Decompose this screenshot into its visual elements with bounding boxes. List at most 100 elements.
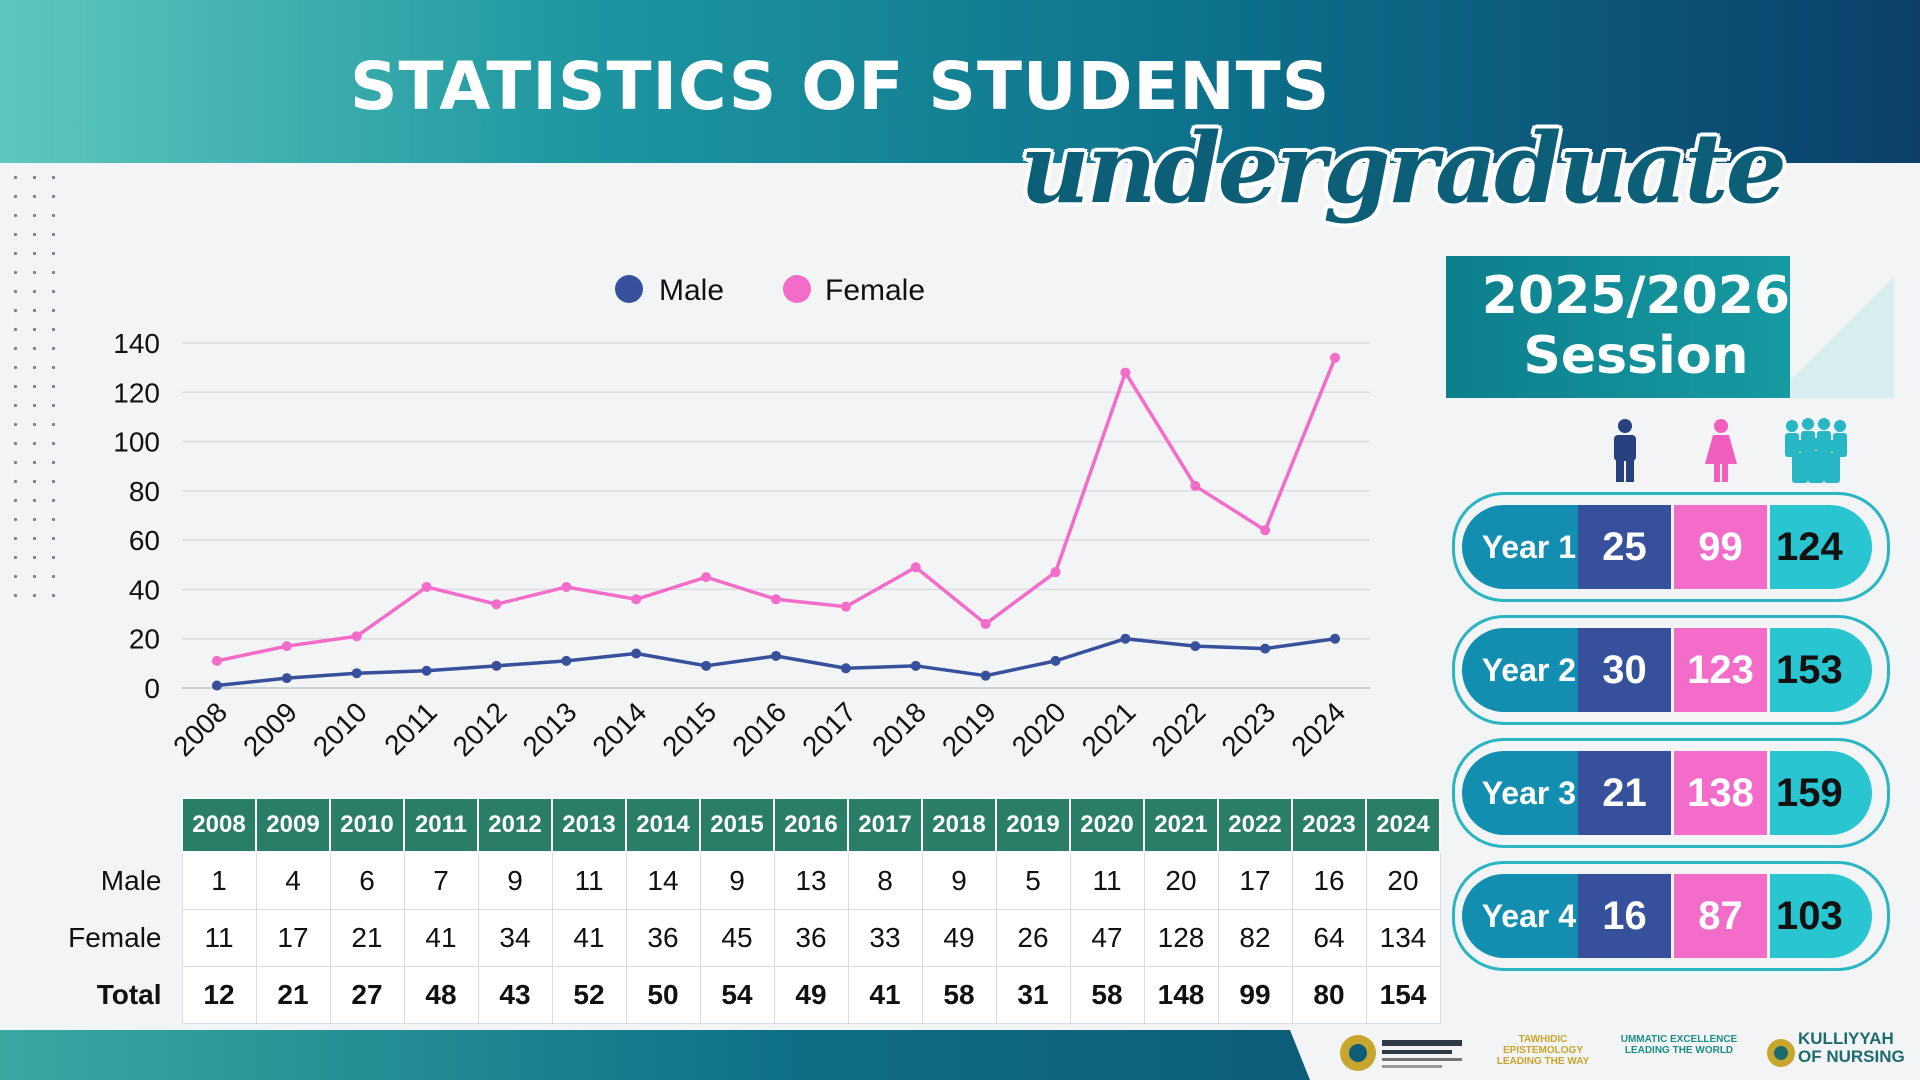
footer-logos: TAWHIDIC EPISTEMOLOGY LEADING THE WAY UM… [1336,1026,1916,1080]
page-subtitle: undergraduate [1020,112,1787,225]
tagline-2-line-1: UMMATIC EXCELLENCE [1620,1034,1738,1045]
male-point [351,668,362,679]
page-title: STATISTICS OF STUDENTS [350,48,1331,125]
session-male-count: 30 [1578,628,1671,712]
table-year-header: 2011 [403,797,479,853]
female-point [910,562,921,573]
session-female-count: 138 [1674,751,1767,835]
table-cell: 5 [995,851,1071,910]
female-point [1330,352,1341,363]
session-male-count: 16 [1578,874,1671,958]
male-point [211,680,222,691]
table-cell: 82 [1217,909,1293,967]
x-tick-label: 2018 [866,696,932,762]
table-year-header: 2014 [625,797,701,853]
session-row-label: Year 4 [1462,874,1590,958]
table-cell: 9 [921,851,997,910]
table-cell: 49 [921,909,997,967]
tagline-1-line-2: LEADING THE WAY [1496,1056,1590,1067]
brand-line-1: KULLIYYAH [1798,1029,1894,1048]
footer-tagline-1: TAWHIDIC EPISTEMOLOGY LEADING THE WAY [1478,1034,1608,1067]
female-point [421,581,432,592]
session-female-count: 99 [1674,505,1767,589]
table-year-header: 2021 [1143,797,1219,853]
tagline-2-line-2: LEADING THE WORLD [1624,1045,1734,1056]
x-tick-label: 2008 [167,696,233,762]
legend-marker [783,275,811,303]
male-point [281,673,292,684]
x-tick-label: 2016 [726,696,792,762]
session-female-count: 87 [1674,874,1767,958]
male-point [980,670,991,681]
table-cell: 9 [477,851,553,910]
table-year-header: 2018 [921,797,997,853]
female-point [840,601,851,612]
table-row: Female 11 17 21 41 34 41 36 45 36 33 49 26 47 128 82 64 1… [45,909,1441,967]
table-year-header: 2012 [477,797,553,853]
male-point [771,650,781,661]
x-tick-label: 2021 [1076,696,1142,762]
table-year-header: 2013 [551,797,627,853]
table-cell: 11 [1069,851,1145,910]
table-cell: 7 [403,851,479,910]
table-cell: 54 [699,966,775,1024]
kulliyyah-brand: KULLIYYAH OF NURSING [1798,1030,1905,1066]
male-series-line [216,636,1336,688]
table-cell: 58 [1069,966,1145,1024]
y-tick-label: 60 [129,525,160,556]
dot-pattern [6,168,64,598]
table-cell: 36 [773,909,849,967]
table-cell: 9 [699,851,775,910]
table-row-label: Female [68,922,162,953]
male-point [491,660,502,671]
session-total-count: 103 [1770,874,1872,958]
table-cell: 31 [995,966,1071,1024]
table-cell: 11 [181,909,257,967]
session-year: 2025/2026 [1481,266,1791,326]
table-cell: 17 [255,909,331,967]
table-year-header: 2022 [1217,797,1293,853]
x-tick-label: 2014 [587,696,653,762]
table-year-header: 2015 [699,797,775,853]
female-point [1190,480,1201,491]
table-cell: 8 [847,851,923,910]
x-tick-label: 2019 [936,696,1002,762]
table-cell: 21 [255,966,331,1024]
y-tick-label: 0 [144,673,160,704]
female-point [631,594,642,605]
y-tick-label: 140 [113,328,160,359]
brand-line-2: OF NURSING [1798,1047,1905,1066]
y-tick-label: 120 [113,377,160,408]
table-year-header: 2010 [329,797,405,853]
table-cell: 45 [699,909,775,967]
table-year-header: 2017 [847,797,923,853]
table-cell: 154 [1365,966,1441,1024]
data-table: 2008 2009 2010 2011 2012 2013 2014 2015 2016 2017… [45,797,1441,1024]
x-tick-label: 2009 [237,696,303,762]
male-point [1050,655,1061,666]
table-cell: 4 [255,851,331,910]
table-cell: 20 [1143,851,1219,910]
male-point [631,648,642,659]
table-cell: 11 [551,851,627,910]
female-point [1050,567,1061,578]
kulliyyah-emblem-icon [1767,1039,1795,1067]
session-row-label: Year 2 [1462,628,1590,712]
legend-label: Female [825,274,925,307]
table-cell: 41 [551,909,627,967]
y-tick-label: 40 [129,574,160,605]
female-point [491,599,502,610]
session-total-count: 124 [1770,505,1872,589]
male-point [701,660,712,671]
table-row: Male 1 4 6 7 9 11 14 9 13 8 9 5 11 20 17 16 20 [45,851,1441,910]
table-cell: 20 [1365,851,1441,910]
table-cell: 52 [551,966,627,1024]
table-year-header: 2024 [1365,797,1441,853]
female-point [1120,367,1131,378]
legend-marker [615,275,643,303]
x-tick-label: 2024 [1285,696,1351,762]
male-point [1190,641,1201,652]
session-male-count: 25 [1578,505,1671,589]
female-point [1260,525,1271,536]
table-year-header: 2008 [181,797,257,853]
